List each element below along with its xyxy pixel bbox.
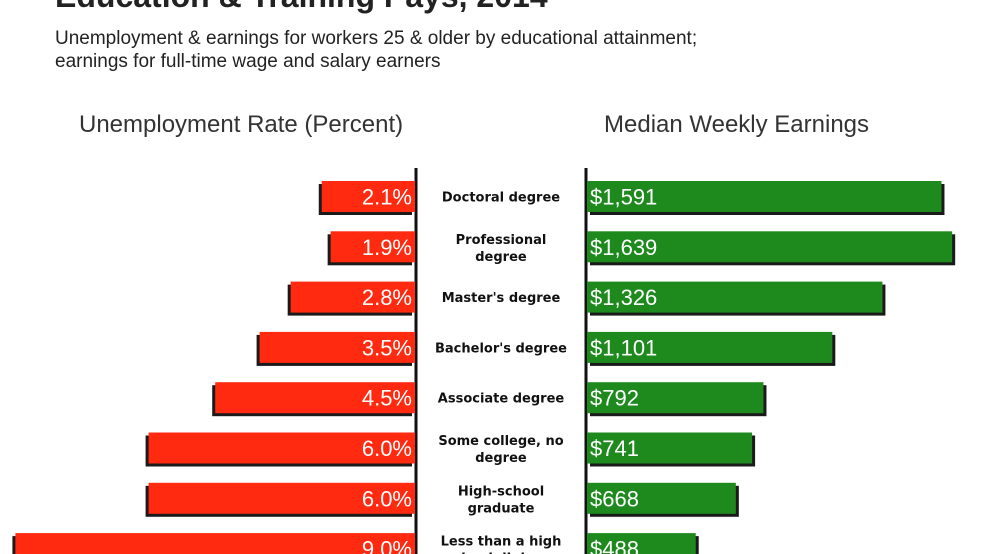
subtitle-line-2: earnings for full-time wage and salary e… <box>55 51 441 72</box>
earnings-value-label: $668 <box>590 486 639 511</box>
category-label: Professional degree <box>456 233 547 265</box>
unemployment-bar <box>148 432 415 464</box>
unemployment-bar <box>215 382 415 414</box>
earnings-bar <box>587 533 696 554</box>
unemployment-bar <box>15 533 416 554</box>
category-label-line: degree <box>475 250 527 265</box>
earnings-value-label: $1,591 <box>590 185 657 210</box>
earnings-panel-title: Median Weekly Earnings <box>604 111 870 138</box>
unemployment-value-label: 9.0% <box>362 537 412 554</box>
earnings-bar <box>587 231 953 263</box>
earnings-bar <box>587 181 942 212</box>
category-label: Bachelor's degree <box>435 341 567 356</box>
unemployment-value-label: 3.5% <box>362 335 412 360</box>
category-label-line: Associate degree <box>438 392 565 407</box>
earnings-bar <box>587 331 833 363</box>
category-label: Some college, no degree <box>438 434 563 466</box>
unemployment-bar <box>259 331 415 363</box>
earnings-bar <box>587 482 736 514</box>
category-label: High-school graduate <box>458 484 544 516</box>
chart-subtitle: Unemployment & earnings for workers 25 &… <box>55 27 697 73</box>
unemployment-bar <box>321 181 415 212</box>
earnings-bar <box>587 432 753 464</box>
category-label-line: Less than a high <box>441 535 562 550</box>
category-label: Master's degree <box>442 291 561 306</box>
earnings-value-label: $488 <box>590 537 639 554</box>
unemployment-value-label: 2.8% <box>362 285 412 310</box>
category-label-line: Doctoral degree <box>442 191 560 206</box>
unemployment-panel-title: Unemployment Rate (Percent) <box>79 111 404 138</box>
unemployment-bar <box>148 482 415 514</box>
category-label-line: Bachelor's degree <box>435 341 567 356</box>
unemployment-value-label: 6.0% <box>362 436 412 461</box>
category-label-line: Some college, no <box>438 434 563 449</box>
category-label-line: Professional <box>456 233 547 248</box>
unemployment-bar <box>330 231 415 263</box>
unemployment-value-label: 2.1% <box>362 185 412 210</box>
earnings-value-label: $1,639 <box>590 235 657 260</box>
subtitle-line-1: Unemployment & earnings for workers 25 &… <box>55 28 698 49</box>
unemployment-value-label: 1.9% <box>362 235 412 260</box>
earnings-value-label: $1,101 <box>590 335 657 360</box>
chart-title: Education & Training Pays, 2014 <box>55 0 548 15</box>
category-label-line: degree <box>475 451 527 466</box>
category-label: Doctoral degree <box>442 191 560 206</box>
category-label: Less than a high school diploma <box>441 535 562 554</box>
earnings-bar <box>587 281 883 313</box>
unemployment-value-label: 6.0% <box>362 486 412 511</box>
category-label-line: Master's degree <box>442 291 561 306</box>
unemployment-value-label: 4.5% <box>362 386 412 411</box>
earnings-value-label: $1,326 <box>590 285 657 310</box>
earnings-value-label: $792 <box>590 386 639 411</box>
category-label-line: graduate <box>468 501 535 516</box>
earnings-value-label: $741 <box>590 436 639 461</box>
category-label: Associate degree <box>438 392 565 407</box>
category-label-line: High-school <box>458 484 544 499</box>
category-label-line: school diploma <box>446 552 556 554</box>
earnings-bar <box>587 382 764 414</box>
unemployment-bar <box>290 281 415 313</box>
